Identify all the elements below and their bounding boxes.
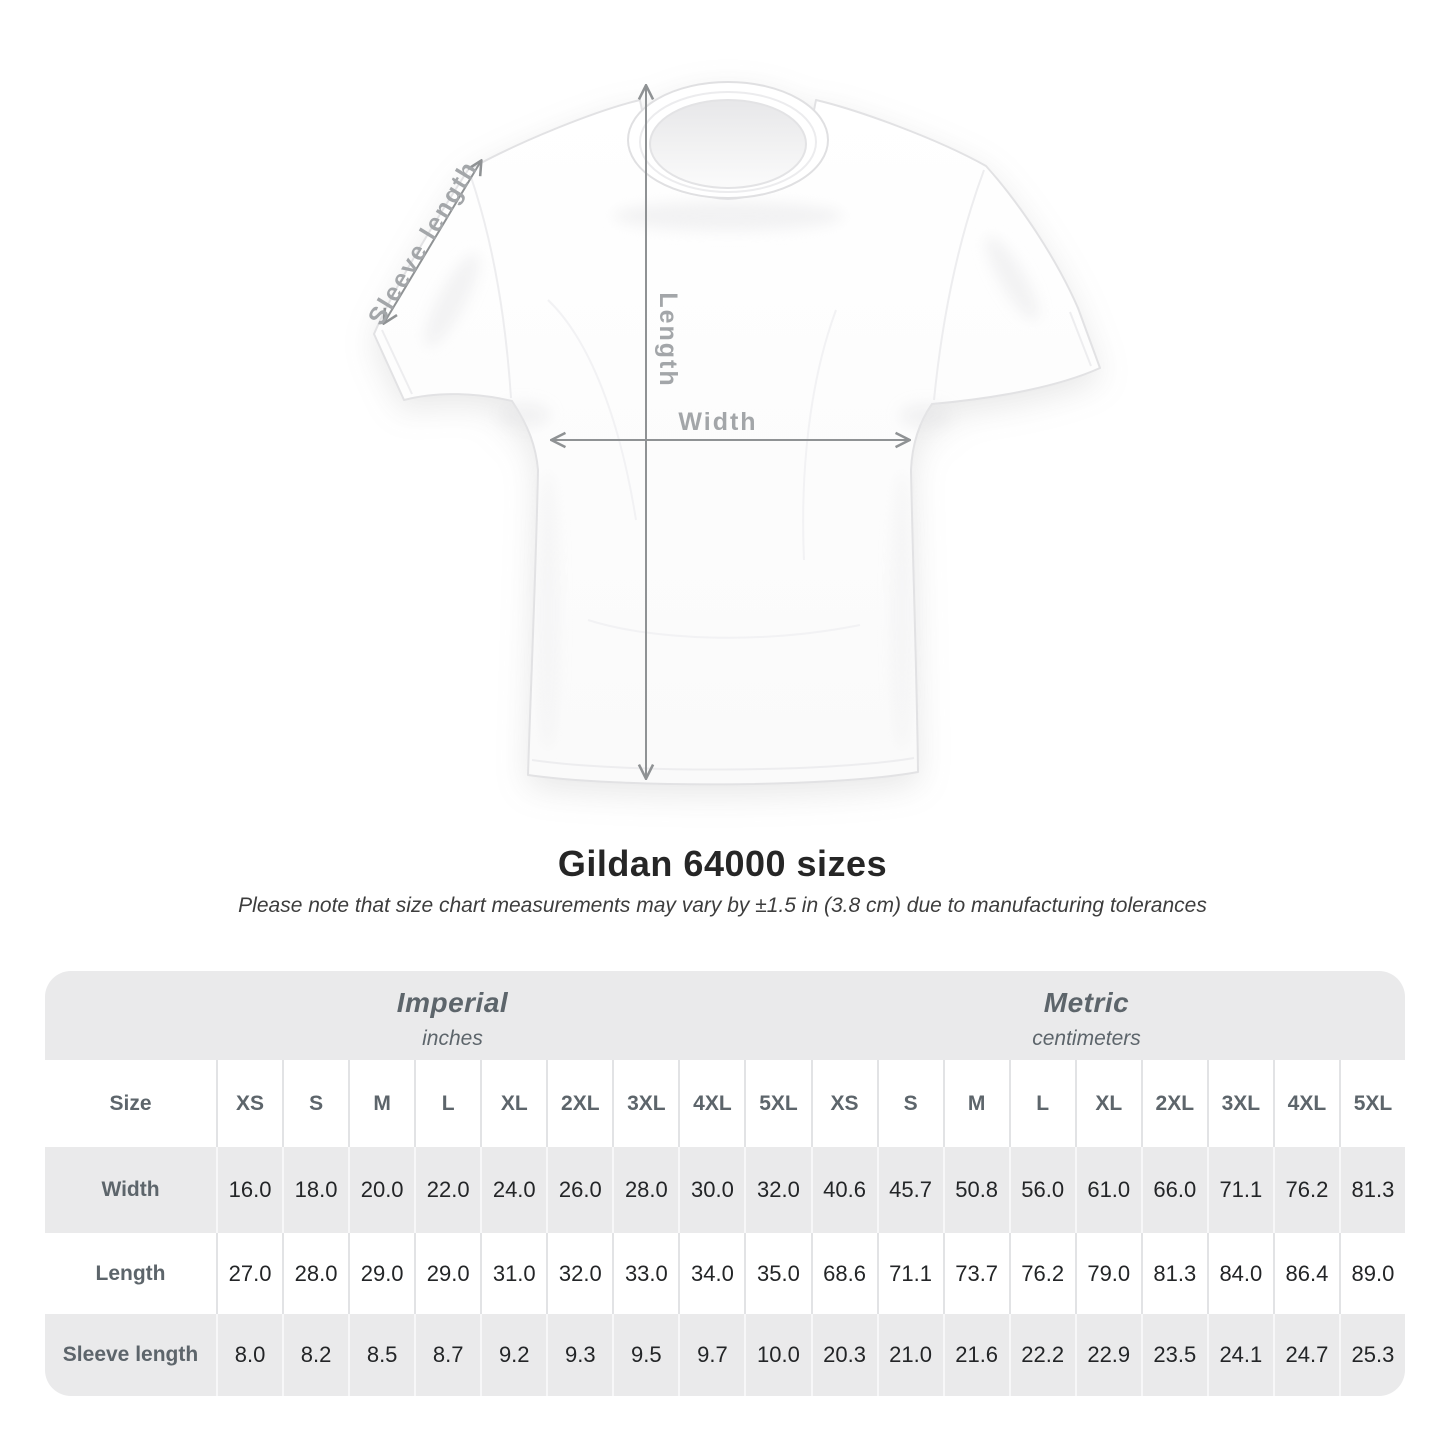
neck-opening	[649, 99, 807, 189]
cell-width-imperial-5xl: 32.0	[744, 1147, 811, 1233]
tshirt-creases	[547, 299, 861, 639]
cell-length-imperial-xl: 31.0	[480, 1233, 547, 1314]
metric-subtitle: centimeters	[1032, 1026, 1141, 1050]
size-header-metric-s: S	[876, 1060, 943, 1147]
cell-sleeve-length-metric-3xl: 24.1	[1206, 1314, 1273, 1396]
cell-width-imperial-4xl: 30.0	[678, 1147, 745, 1233]
cell-length-imperial-2xl: 32.0	[546, 1233, 613, 1314]
page-title: Gildan 64000 sizes	[557, 843, 888, 884]
cell-length-imperial-xs: 27.0	[216, 1233, 283, 1314]
metric-title: Metric	[1043, 986, 1130, 1018]
size-header-metric-3xl: 3XL	[1206, 1060, 1273, 1147]
cell-length-imperial-s: 28.0	[282, 1233, 349, 1314]
cell-length-metric-s: 71.1	[876, 1233, 943, 1314]
imperial-title: Imperial	[396, 986, 509, 1018]
size-header-imperial-4xl: 4XL	[678, 1060, 745, 1147]
cell-width-metric-m: 50.8	[942, 1147, 1009, 1233]
size-header-imperial-l: L	[414, 1060, 481, 1147]
cell-sleeve-length-imperial-xl: 9.2	[480, 1314, 547, 1396]
cell-sleeve-length-metric-l: 22.2	[1008, 1314, 1075, 1396]
row-label-length: Length	[45, 1233, 216, 1314]
tshirt-shading	[425, 201, 1039, 750]
tolerance-note: Please note that size chart measurements…	[238, 894, 1207, 917]
col-header-size: Size	[45, 1060, 216, 1147]
cell-width-metric-xl: 61.0	[1074, 1147, 1141, 1233]
cell-sleeve-length-metric-xl: 22.9	[1074, 1314, 1141, 1396]
sleeve-length-arrow	[384, 161, 481, 323]
cell-width-imperial-xs: 16.0	[216, 1147, 283, 1233]
cell-sleeve-length-imperial-4xl: 9.7	[678, 1314, 745, 1396]
tshirt-diagram: Sleeve length Length Width	[363, 81, 1101, 786]
cell-width-metric-l: 56.0	[1008, 1147, 1075, 1233]
cell-sleeve-length-imperial-xs: 8.0	[216, 1314, 283, 1396]
cell-length-imperial-5xl: 35.0	[744, 1233, 811, 1314]
cell-sleeve-length-metric-4xl: 24.7	[1272, 1314, 1339, 1396]
size-header-imperial-5xl: 5XL	[744, 1060, 811, 1147]
length-label: Length	[654, 292, 682, 387]
imperial-subtitle: inches	[422, 1026, 483, 1050]
size-header-imperial-xs: XS	[216, 1060, 283, 1147]
cell-width-metric-3xl: 71.1	[1206, 1147, 1273, 1233]
cell-length-metric-xl: 79.0	[1074, 1233, 1141, 1314]
cell-width-metric-5xl: 81.3	[1338, 1147, 1405, 1233]
cell-length-imperial-4xl: 34.0	[678, 1233, 745, 1314]
metric-header: Metric centimeters	[814, 971, 1359, 1060]
cell-sleeve-length-imperial-3xl: 9.5	[612, 1314, 679, 1396]
size-header-imperial-3xl: 3XL	[612, 1060, 679, 1147]
size-header-imperial-xl: XL	[480, 1060, 547, 1147]
cell-sleeve-length-imperial-5xl: 10.0	[744, 1314, 811, 1396]
cell-length-metric-3xl: 84.0	[1206, 1233, 1273, 1314]
size-header-imperial-m: M	[348, 1060, 415, 1147]
size-table: Imperial inches Metric centimeters Size X…	[45, 971, 1405, 1396]
cell-sleeve-length-imperial-l: 8.7	[414, 1314, 481, 1396]
cell-sleeve-length-imperial-s: 8.2	[282, 1314, 349, 1396]
cell-length-imperial-m: 29.0	[348, 1233, 415, 1314]
size-header-metric-xs: XS	[810, 1060, 877, 1147]
cell-sleeve-length-metric-m: 21.6	[942, 1314, 1009, 1396]
cell-sleeve-length-metric-s: 21.0	[876, 1314, 943, 1396]
cell-sleeve-length-metric-5xl: 25.3	[1338, 1314, 1405, 1396]
size-grid: Size XS S M L XL 2XL 3XL 4XL 5XL XS S M L XL 2XL 3XL 4XL 5…	[45, 1060, 1405, 1396]
size-header-metric-l: L	[1008, 1060, 1075, 1147]
size-header-imperial-s: S	[282, 1060, 349, 1147]
cell-length-metric-4xl: 86.4	[1272, 1233, 1339, 1314]
cell-width-metric-xs: 40.6	[810, 1147, 877, 1233]
size-header-metric-2xl: 2XL	[1140, 1060, 1207, 1147]
cell-length-metric-2xl: 81.3	[1140, 1233, 1207, 1314]
cell-width-imperial-2xl: 26.0	[546, 1147, 613, 1233]
cell-sleeve-length-imperial-m: 8.5	[348, 1314, 415, 1396]
cell-width-imperial-l: 22.0	[414, 1147, 481, 1233]
cell-width-imperial-xl: 24.0	[480, 1147, 547, 1233]
cell-width-metric-s: 45.7	[876, 1147, 943, 1233]
size-header-metric-5xl: 5XL	[1338, 1060, 1405, 1147]
cell-width-imperial-s: 18.0	[282, 1147, 349, 1233]
cell-width-metric-4xl: 76.2	[1272, 1147, 1339, 1233]
cell-length-metric-l: 76.2	[1008, 1233, 1075, 1314]
cell-width-metric-2xl: 66.0	[1140, 1147, 1207, 1233]
cell-length-metric-5xl: 89.0	[1338, 1233, 1405, 1314]
row-label-width: Width	[45, 1147, 216, 1233]
cell-length-imperial-l: 29.0	[414, 1233, 481, 1314]
cell-width-imperial-3xl: 28.0	[612, 1147, 679, 1233]
cell-sleeve-length-imperial-2xl: 9.3	[546, 1314, 613, 1396]
size-header-metric-m: M	[942, 1060, 1009, 1147]
cell-sleeve-length-metric-2xl: 23.5	[1140, 1314, 1207, 1396]
size-header-metric-xl: XL	[1074, 1060, 1141, 1147]
cell-width-imperial-m: 20.0	[348, 1147, 415, 1233]
unit-header-band: Imperial inches Metric centimeters	[45, 971, 1405, 1060]
cell-length-imperial-3xl: 33.0	[612, 1233, 679, 1314]
imperial-header: Imperial inches	[45, 971, 814, 1060]
cell-length-metric-m: 73.7	[942, 1233, 1009, 1314]
cell-sleeve-length-metric-xs: 20.3	[810, 1314, 877, 1396]
size-header-imperial-2xl: 2XL	[546, 1060, 613, 1147]
size-header-metric-4xl: 4XL	[1272, 1060, 1339, 1147]
row-label-sleeve-length: Sleeve length	[45, 1314, 216, 1396]
width-label: Width	[678, 408, 757, 436]
cell-length-metric-xs: 68.6	[810, 1233, 877, 1314]
